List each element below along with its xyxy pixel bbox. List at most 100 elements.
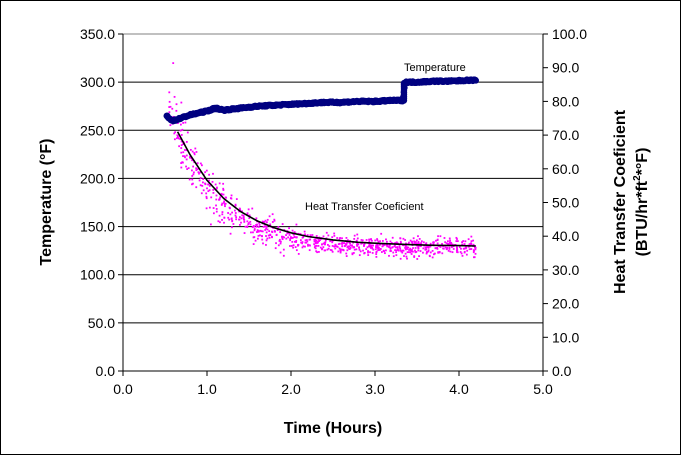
htc-point	[351, 244, 354, 247]
htc-point	[168, 91, 171, 94]
htc-point	[448, 248, 451, 250]
htc-point	[417, 242, 420, 245]
htc-point	[459, 251, 462, 253]
htc-point	[370, 247, 372, 249]
htc-point	[179, 138, 182, 141]
htc-point	[183, 155, 186, 158]
htc-point	[220, 204, 223, 206]
htc-point	[199, 162, 202, 165]
htc-point	[292, 244, 295, 247]
htc-point	[473, 249, 476, 252]
htc-point	[398, 245, 401, 247]
htc-point	[414, 247, 417, 249]
htc-point	[253, 236, 256, 238]
y-tick-label: 150.0	[80, 219, 115, 235]
htc-point	[473, 256, 476, 259]
htc-point	[355, 248, 358, 251]
htc-point	[288, 232, 290, 234]
htc-point	[431, 256, 434, 259]
htc-point	[413, 240, 416, 243]
htc-point	[395, 249, 398, 252]
htc-point	[345, 237, 348, 239]
htc-point	[258, 224, 261, 226]
htc-point	[207, 190, 210, 193]
htc-point	[173, 138, 176, 141]
htc-point	[221, 213, 224, 216]
htc-point	[338, 242, 341, 245]
htc-point	[239, 208, 241, 210]
htc-point	[295, 249, 298, 252]
htc-point	[264, 229, 267, 231]
htc-point	[301, 246, 304, 249]
htc-point	[290, 237, 293, 239]
htc-point	[349, 242, 352, 245]
htc-point	[228, 218, 231, 221]
htc-point	[186, 131, 189, 134]
y2-tick-label: 60.0	[552, 161, 579, 177]
htc-point	[413, 256, 416, 258]
htc-point	[375, 253, 378, 256]
htc-point	[356, 237, 359, 240]
htc-point	[273, 219, 276, 222]
htc-point	[303, 230, 306, 233]
htc-point	[358, 246, 361, 249]
htc-point	[221, 193, 223, 196]
htc-point	[309, 234, 312, 237]
htc-point	[383, 244, 386, 246]
htc-point	[376, 246, 378, 249]
htc-point	[248, 217, 251, 220]
htc-point	[176, 122, 179, 124]
htc-point	[176, 134, 179, 137]
htc-point	[358, 254, 361, 257]
htc-point	[470, 240, 473, 243]
htc-point	[414, 249, 416, 252]
htc-point	[371, 246, 374, 249]
htc-point	[223, 200, 225, 203]
htc-point	[467, 245, 470, 248]
temperature-series	[163, 76, 479, 125]
htc-point	[250, 231, 252, 234]
htc-point	[180, 147, 183, 149]
htc-point	[262, 225, 265, 228]
htc-point	[311, 234, 314, 236]
htc-point	[342, 249, 345, 252]
htc-point	[295, 236, 298, 239]
htc-point	[173, 132, 176, 135]
htc-point	[326, 243, 329, 246]
htc-point	[234, 214, 237, 217]
htc-point	[439, 246, 442, 248]
htc-point	[470, 243, 473, 246]
htc-point	[409, 251, 412, 254]
htc-point	[255, 217, 258, 220]
htc-point	[331, 250, 334, 253]
htc-point	[185, 154, 188, 157]
htc-point	[323, 243, 326, 246]
htc-point	[380, 232, 383, 235]
htc-point	[238, 223, 241, 226]
htc-point	[341, 245, 344, 248]
htc-point	[392, 251, 395, 254]
htc-point	[271, 221, 274, 223]
htc-point	[363, 244, 365, 247]
htc-point	[334, 245, 337, 247]
htc-point	[182, 161, 184, 164]
htc-point	[384, 252, 386, 255]
htc-point	[327, 247, 330, 250]
htc-point	[362, 249, 364, 252]
htc-point	[307, 244, 309, 247]
htc-point	[451, 243, 454, 246]
htc-point	[465, 247, 467, 250]
htc-point	[444, 246, 447, 249]
y2-tick-label: 0.0	[552, 363, 572, 379]
htc-point	[194, 147, 197, 150]
y2-tick-label: 70.0	[552, 127, 579, 143]
htc-point	[436, 242, 439, 245]
htc-point	[262, 221, 265, 223]
htc-point	[279, 242, 282, 245]
htc-point	[231, 220, 234, 223]
htc-point	[419, 250, 422, 252]
htc-point	[185, 158, 188, 161]
htc-point	[436, 247, 439, 249]
htc-point	[368, 243, 371, 246]
